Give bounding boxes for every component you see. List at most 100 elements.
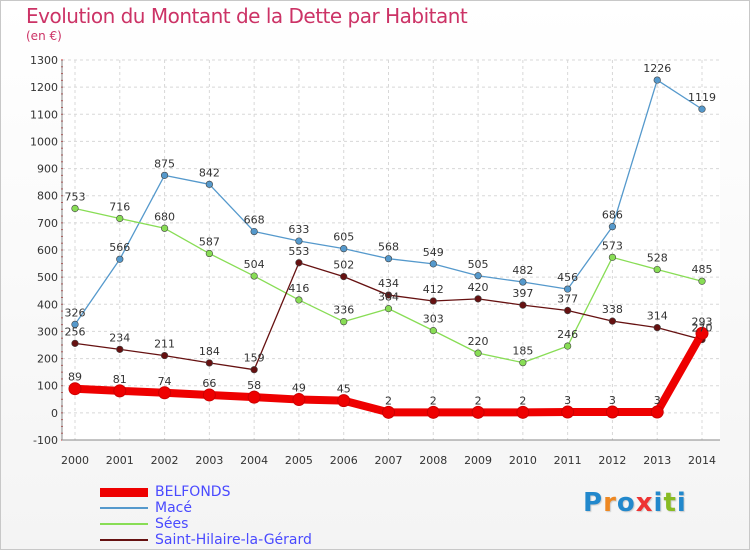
chart-title: Evolution du Montant de la Dette par Hab…	[26, 4, 468, 28]
data-point	[295, 237, 303, 245]
data-point	[295, 296, 303, 304]
data-point	[205, 359, 213, 367]
x-tick-label: 2008	[419, 454, 447, 467]
x-tick-label: 2009	[464, 454, 492, 467]
data-label: 568	[378, 241, 399, 254]
data-point	[650, 405, 664, 419]
data-label: 184	[199, 345, 220, 358]
data-label: 528	[647, 252, 668, 265]
y-tick-label: 300	[37, 325, 58, 338]
data-label: 875	[154, 157, 175, 170]
data-point	[519, 301, 527, 309]
data-point	[608, 253, 617, 261]
data-label: 716	[109, 201, 130, 214]
data-label: 2	[519, 394, 526, 407]
data-label: 549	[423, 246, 444, 259]
data-label: 605	[333, 231, 354, 244]
data-point	[384, 291, 393, 299]
data-label: 3	[609, 394, 616, 407]
data-label: 668	[244, 214, 265, 227]
legend-label: Sées	[155, 516, 189, 532]
data-label: 397	[512, 287, 533, 300]
x-tick-label: 2001	[106, 454, 134, 467]
data-label: 49	[292, 382, 306, 395]
data-point	[250, 272, 258, 280]
data-point	[247, 390, 261, 404]
y-tick-label: 100	[37, 380, 58, 393]
x-tick-label: 2003	[195, 454, 223, 467]
data-point	[71, 339, 79, 347]
data-point	[116, 255, 124, 263]
data-label: 377	[557, 293, 578, 306]
y-tick-label: -100	[33, 434, 58, 447]
data-label: 502	[333, 259, 354, 272]
data-point	[384, 255, 393, 263]
data-point	[337, 394, 351, 408]
data-label: 686	[602, 209, 623, 222]
data-label: 434	[378, 277, 399, 290]
data-point	[382, 405, 395, 419]
y-tick-label: 900	[37, 163, 58, 176]
data-point	[205, 249, 213, 258]
data-point	[471, 405, 485, 419]
data-point	[519, 278, 527, 286]
data-point	[653, 324, 661, 332]
data-point	[605, 405, 619, 419]
data-point	[158, 386, 172, 400]
data-label: 3	[564, 394, 571, 407]
legend-swatch	[100, 507, 148, 509]
data-point	[116, 214, 124, 223]
data-label: 420	[468, 281, 489, 294]
data-point	[429, 297, 437, 305]
data-label: 2	[475, 394, 482, 407]
data-label: 384	[378, 291, 399, 304]
data-label: 587	[199, 236, 220, 249]
data-label: 45	[337, 383, 351, 396]
x-tick-label: 2014	[688, 454, 716, 467]
data-point	[160, 171, 169, 179]
data-point	[564, 306, 572, 315]
proxiti-logo: Proxiti	[583, 488, 687, 518]
data-label: 566	[109, 241, 130, 254]
data-label: 256	[65, 325, 86, 338]
data-label: 293	[692, 315, 713, 328]
data-point	[695, 326, 709, 340]
data-label: 81	[113, 373, 127, 386]
data-point	[653, 76, 661, 84]
y-tick-label: 1000	[30, 135, 58, 148]
data-label: 74	[158, 375, 172, 388]
data-label: 573	[602, 239, 623, 252]
data-label: 314	[647, 310, 668, 323]
data-label: 3	[654, 394, 661, 407]
data-point	[564, 285, 572, 293]
x-tick-label: 2004	[240, 454, 268, 467]
data-label: 303	[423, 313, 444, 326]
data-label: 185	[512, 345, 533, 358]
data-label: 412	[423, 283, 444, 296]
data-label: 753	[65, 190, 86, 203]
data-label: 220	[468, 335, 489, 348]
y-tick-label: 800	[37, 190, 58, 203]
data-point	[698, 277, 706, 285]
data-label: 66	[202, 377, 216, 390]
data-label: 485	[692, 263, 713, 276]
data-label: 326	[65, 306, 86, 319]
data-label: 1119	[688, 91, 716, 104]
data-point	[429, 260, 437, 268]
data-point	[474, 272, 482, 280]
y-tick-label: 400	[37, 298, 58, 311]
chart-subtitle: (en €)	[26, 29, 62, 43]
legend-swatch	[100, 539, 148, 541]
data-point	[474, 349, 482, 357]
x-tick-label: 2007	[375, 454, 403, 467]
data-point	[429, 327, 437, 335]
data-label: 89	[68, 371, 82, 384]
data-label: 842	[199, 166, 220, 179]
data-label: 633	[288, 223, 309, 236]
data-point	[698, 105, 706, 113]
data-label: 482	[512, 264, 533, 277]
data-label: 1226	[643, 62, 671, 75]
data-point	[250, 366, 258, 374]
data-point	[160, 224, 169, 232]
